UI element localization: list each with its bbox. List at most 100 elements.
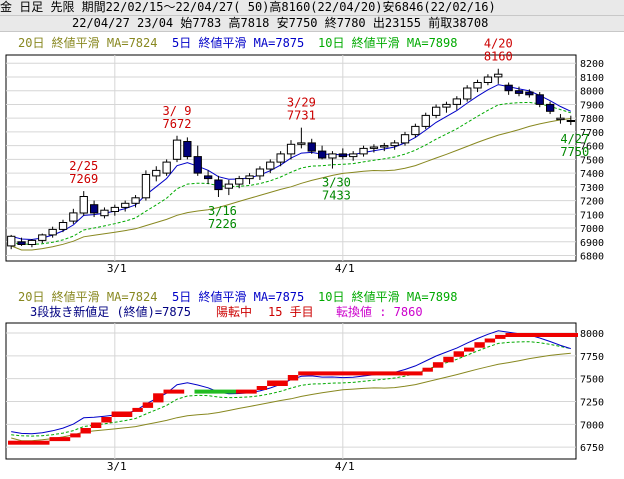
y-tick-label: 7800 xyxy=(580,114,604,125)
y2-tick-label: 6750 xyxy=(580,443,604,454)
candle-body xyxy=(556,117,565,121)
annotation-date: 3/ 9 xyxy=(163,104,192,118)
tlb-status-state: 陽転中 xyxy=(216,304,252,319)
brick-up xyxy=(80,428,91,434)
candle-body xyxy=(90,204,99,214)
candle-body xyxy=(152,169,161,177)
candle-body xyxy=(110,206,119,212)
brick-up xyxy=(443,356,454,363)
y-tick-label: 7100 xyxy=(580,210,604,221)
x2-tick-label: 3/1 xyxy=(107,460,127,473)
brick-up xyxy=(422,367,433,372)
brick-up xyxy=(132,407,143,412)
brick-up xyxy=(432,362,444,368)
candle-body xyxy=(442,103,451,108)
brick-up xyxy=(474,342,485,348)
candle-body xyxy=(286,143,296,155)
candle-body xyxy=(17,241,26,246)
candle-body xyxy=(48,228,57,236)
candle-body xyxy=(214,179,223,191)
candle-body xyxy=(100,209,109,217)
brick-up xyxy=(49,437,71,442)
y-tick-label: 7000 xyxy=(580,224,604,235)
brick-up xyxy=(464,347,475,352)
brick-up xyxy=(101,417,112,423)
candle-body xyxy=(307,142,316,152)
brick-up xyxy=(256,386,268,390)
candle-body xyxy=(432,106,441,116)
tlb-status-turn: 転換値 : 7860 xyxy=(336,304,423,319)
y-tick-label: 7600 xyxy=(580,142,604,153)
annotation-value: 7731 xyxy=(287,109,316,123)
tlb-status-count: 15 手目 xyxy=(268,305,314,319)
legend2-ma10: 10日 終値平滑 MA=7898 xyxy=(318,289,457,304)
annotation-value: 7672 xyxy=(163,117,192,131)
ma10-line xyxy=(11,101,571,245)
candle-body xyxy=(504,84,513,92)
candle-body xyxy=(338,153,348,158)
y-tick-label: 8200 xyxy=(580,59,604,70)
brick-up xyxy=(453,351,464,357)
ma20-line xyxy=(11,118,571,251)
tlb-status-label: 3段抜き新値足 (終値)=7875 xyxy=(30,304,191,319)
x-tick-label: 3/1 xyxy=(107,262,127,273)
annotation-date: 4/20 xyxy=(484,37,513,51)
candle-body xyxy=(369,146,379,149)
y-tick-label: 6800 xyxy=(580,252,604,263)
candle-body xyxy=(525,91,534,96)
candle-body xyxy=(318,150,327,159)
y-tick-label: 7900 xyxy=(580,100,604,111)
annotation-date: 2/25 xyxy=(69,159,98,173)
candle-body xyxy=(224,183,233,189)
brick-up xyxy=(505,333,578,337)
y2-tick-label: 7750 xyxy=(580,352,604,363)
annotation-value: 7269 xyxy=(69,172,98,186)
brick-up xyxy=(70,433,81,438)
y-tick-label: 8100 xyxy=(580,73,604,84)
annotation-date: 3/30 xyxy=(322,176,351,190)
candle-body xyxy=(69,212,78,222)
brick-up xyxy=(495,334,506,339)
legend-ma5: 5日 終値平滑 MA=7875 xyxy=(172,35,304,50)
candle-body xyxy=(473,82,482,89)
candle-body xyxy=(535,94,544,105)
candle-body xyxy=(38,234,47,241)
x2-tick-label: 4/1 xyxy=(335,460,355,473)
candle-body xyxy=(514,90,524,94)
candle-body xyxy=(245,175,254,180)
brick-up xyxy=(90,422,102,428)
legend-ma20: 20日 終値平滑 MA=7824 xyxy=(18,35,157,50)
annotation-value: 8160 xyxy=(484,50,513,64)
y-tick-label: 7300 xyxy=(580,183,604,194)
candle-body xyxy=(204,175,213,180)
candlestick-chart-svg: 6800 6900 7000 7100 7200 7300 7400 7500 7600 7700… xyxy=(0,33,624,275)
candle-body xyxy=(235,178,244,185)
brick-up xyxy=(267,380,288,386)
legend-ma10: 10日 終値平滑 MA=7898 xyxy=(318,35,457,50)
tlb-ma10-line xyxy=(11,341,571,437)
brick-down xyxy=(194,389,236,394)
candle-body xyxy=(162,161,171,174)
brick-up xyxy=(163,389,185,394)
x-tick-label: 4/1 xyxy=(335,262,355,273)
annotation-date: 3/16 xyxy=(208,204,237,218)
three-line-break-chart: 6750 7000 7250 7500 7750 8000 3/1 4/1 20日 終値平滑 … xyxy=(0,283,624,475)
annotation-value: 7750 xyxy=(560,145,589,159)
brick-up xyxy=(484,338,496,343)
candle-body xyxy=(390,142,399,147)
candle-body xyxy=(193,156,202,174)
three-line-break-chart-svg: 6750 7000 7250 7500 7750 8000 3/1 4/1 20日 終値平滑 … xyxy=(0,283,624,475)
candle-body xyxy=(27,239,37,245)
y-tick-label: 8000 xyxy=(580,87,604,98)
candle-body xyxy=(546,103,555,112)
y2-tick-label: 7500 xyxy=(580,375,604,386)
y-tick-label: 7500 xyxy=(580,155,604,166)
plot2-frame xyxy=(5,322,577,460)
candle-body xyxy=(452,98,462,105)
chart-header-period: 金 日足 先限 期間22/02/15～22/04/27( 50)高8160(22… xyxy=(0,0,624,16)
candle-body xyxy=(7,235,16,247)
candle-body xyxy=(494,73,503,78)
annotation-value: 7226 xyxy=(208,217,237,231)
annotation-value: 7433 xyxy=(322,189,351,203)
y-tick-label: 7400 xyxy=(580,169,604,180)
